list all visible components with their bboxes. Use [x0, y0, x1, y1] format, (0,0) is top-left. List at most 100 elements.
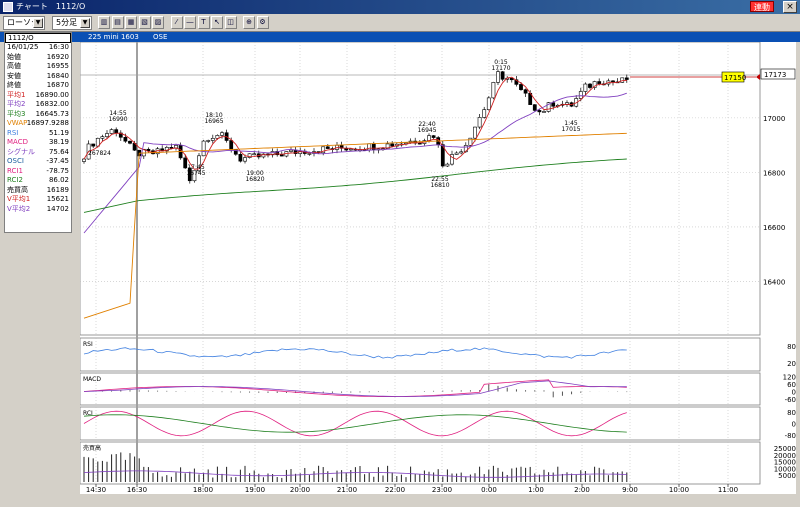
window-icon — [3, 2, 13, 12]
candle-body — [201, 140, 206, 157]
candle-body — [215, 135, 220, 139]
candle-body — [220, 132, 224, 136]
candle-body — [243, 157, 247, 162]
candle-body — [523, 89, 528, 94]
candle-body — [578, 91, 583, 99]
horizontal-line-icon[interactable]: ― — [184, 16, 196, 29]
candle-body — [105, 133, 109, 137]
ma3-line — [83, 158, 627, 213]
candle-body — [169, 147, 174, 149]
candle-body — [192, 170, 197, 182]
window-title: チャート 1112/O — [16, 2, 86, 11]
info-row: RCI2 86.02 — [5, 176, 71, 186]
info-row: V平均1 15621 — [5, 195, 71, 205]
info-label: RCI2 — [7, 176, 23, 184]
settings-icon[interactable]: ⚙ — [256, 16, 269, 29]
info-row: 始値 16920 — [5, 53, 71, 63]
text-icon[interactable]: T — [197, 16, 210, 29]
info-value: 86.02 — [48, 176, 69, 184]
chart-area[interactable]: 17000 16800 16600 16400 14:30 16:30 18:00 19:00… — [80, 42, 796, 494]
candle-body — [509, 77, 514, 81]
info-label: 売買高 — [7, 185, 28, 194]
time-tick-label: 14:30 — [86, 486, 106, 494]
candle-body — [252, 153, 257, 156]
candle-body — [473, 126, 477, 139]
info-label: 平均3 — [7, 109, 26, 118]
candle-body — [261, 153, 266, 158]
candle-body — [210, 138, 215, 141]
info-value: 16870 — [46, 81, 69, 89]
chart-type-select[interactable]: ローソク ▼ — [3, 16, 45, 30]
panel-tick-label: 25000 — [774, 445, 796, 453]
info-label: V平均2 — [7, 204, 31, 213]
info-value: 16645.73 — [35, 109, 69, 118]
time-tick-label: 0:00 — [481, 486, 497, 494]
symbol-exchange: OSE — [153, 33, 168, 41]
time-tick-label: 1:00 — [528, 486, 544, 494]
close-button[interactable]: × — [783, 1, 797, 13]
annotation-time: 14:55 — [109, 110, 126, 117]
compare-icon[interactable]: ▧ — [138, 16, 151, 29]
info-value: 14702 — [46, 204, 69, 213]
annotation-price: 17015 — [561, 126, 580, 133]
zoom-icon[interactable]: ⊕ — [243, 16, 255, 29]
info-label: 始値 — [7, 52, 21, 61]
info-rows: 始値 16920 高値 16955 安値 16840 終値 16870 平均1 16890.00 平… — [5, 53, 71, 215]
candle-body — [454, 152, 459, 155]
candle-body — [468, 137, 473, 146]
annotation-time: 22:55 — [431, 176, 448, 183]
info-row: VWAP 16897.9288 — [5, 119, 71, 129]
candle-body — [82, 158, 86, 162]
candle-body — [551, 102, 556, 107]
panel-tick-label: 10000 — [774, 465, 796, 473]
candle-body — [624, 77, 629, 80]
candle-body — [100, 136, 105, 139]
crosshair-price-box — [760, 68, 796, 80]
annotation-price: 16945 — [417, 127, 436, 134]
last-price-box — [721, 71, 745, 83]
trend-line-icon[interactable]: ⁄ — [170, 16, 183, 29]
indicator-icon[interactable]: ▨ — [152, 16, 164, 29]
indicator-panel — [80, 372, 761, 406]
price-arrow-icon — [756, 74, 760, 80]
candle-body — [146, 148, 151, 152]
info-value: -78.75 — [46, 166, 69, 175]
bottom-bar — [0, 494, 800, 507]
annotation-price: 16965 — [204, 118, 223, 125]
pointer-icon[interactable]: ↖ — [211, 16, 223, 29]
candle-body — [500, 71, 505, 80]
interval-select[interactable]: 5分足 ▼ — [52, 16, 92, 30]
info-value: 16920 — [46, 52, 69, 61]
candle-body — [532, 104, 537, 111]
info-value: 38.19 — [48, 138, 69, 146]
info-row: シグナル 75.64 — [5, 148, 71, 158]
info-row: V平均2 14702 — [5, 205, 71, 215]
candle-body — [588, 83, 592, 88]
info-row: RCI1 -78.75 — [5, 167, 71, 177]
candle-chart-icon[interactable]: ▥ — [98, 16, 110, 29]
linked-button[interactable]: 連動 — [750, 1, 774, 12]
candle-body — [128, 140, 132, 144]
eraser-icon[interactable]: ◫ — [224, 16, 237, 29]
candle-body — [486, 97, 491, 110]
info-row: 安値 16840 — [5, 72, 71, 82]
info-label: 平均2 — [7, 100, 26, 108]
symbol-name: 225 mini 1603 — [88, 33, 139, 41]
annotation-price: 16810 — [430, 182, 449, 189]
candle-body — [440, 144, 445, 167]
main-panel — [80, 42, 761, 336]
chevron-down-icon: ▼ — [33, 18, 43, 28]
macd-line — [83, 379, 627, 398]
title-bar[interactable]: チャート 1112/O 連動 × — [0, 0, 800, 14]
candle-body — [164, 147, 169, 152]
time-tick-label: 2:00 — [574, 486, 590, 494]
info-value: 15621 — [46, 195, 69, 203]
symbol-code-field[interactable]: 1112/O — [5, 33, 71, 43]
info-row: 平均3 16645.73 — [5, 110, 71, 120]
bar-chart-icon[interactable]: ▤ — [111, 16, 124, 29]
price-tick-label: 17000 — [763, 115, 785, 123]
ma1-line — [83, 76, 627, 170]
candle-body — [109, 129, 114, 134]
rci2-line — [83, 414, 627, 433]
line-chart-icon[interactable]: ▦ — [125, 16, 137, 29]
